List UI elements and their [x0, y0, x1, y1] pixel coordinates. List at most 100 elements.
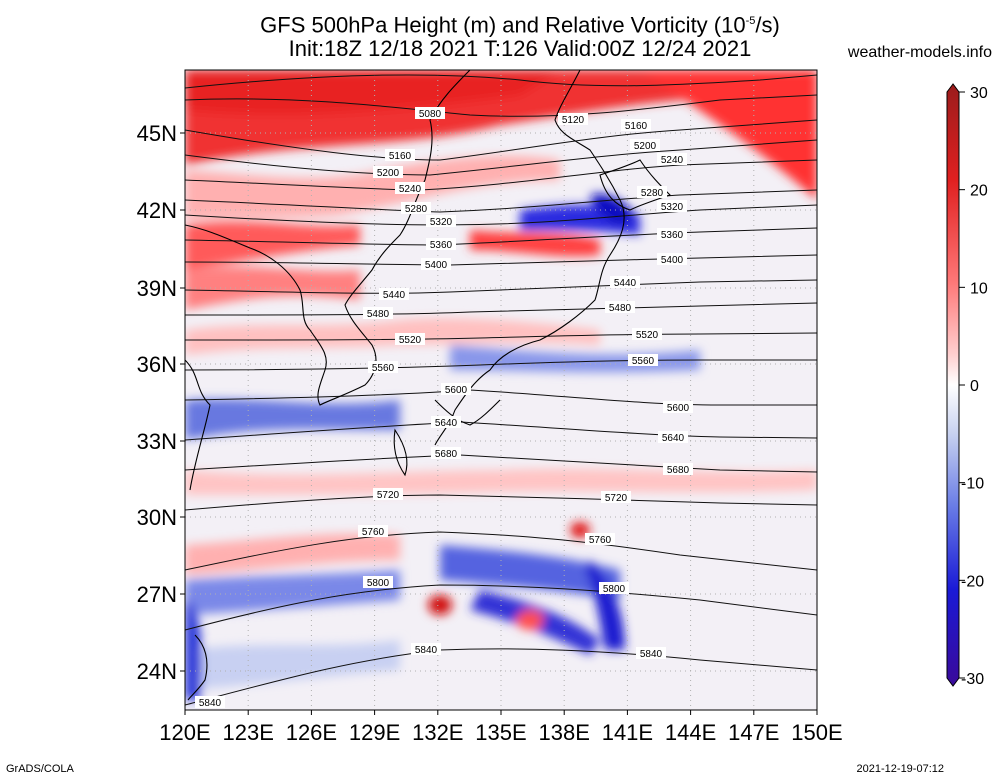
contour-label: 5840 [199, 698, 222, 709]
contour-label-bg [395, 333, 425, 345]
footer-software: GrADS/COLA [6, 763, 74, 775]
lon-tick-label: 150E [791, 720, 842, 745]
colorbar-tick-label: -20 [961, 573, 984, 590]
lat-axis-labels: 45N 42N 39N 36N 33N 30N 27N 24N [137, 121, 177, 684]
contour-label-bg [395, 182, 425, 194]
contour-label-bg [401, 202, 431, 214]
contour-label-bg [630, 139, 660, 151]
contour-label: 5800 [367, 578, 390, 589]
contour-label-bg [628, 354, 658, 366]
contour-label: 5840 [640, 649, 663, 660]
contour-label: 5560 [372, 363, 395, 374]
contour-label: 5120 [562, 115, 585, 126]
contour-label: 5680 [435, 449, 458, 460]
contour-label: 5160 [389, 151, 412, 162]
colorbar: 30 20 10 0 -10 -20 -30 [946, 83, 988, 688]
contour-label-bg [601, 491, 631, 503]
contour-label: 5240 [399, 184, 422, 195]
lat-tick-label: 36N [137, 352, 177, 377]
contour-label-bg [368, 361, 398, 373]
contour-label-bg [431, 416, 461, 428]
contour-label-bg [426, 238, 456, 250]
lon-tick-label: 144E [665, 720, 716, 745]
contour-label-bg [605, 301, 635, 313]
lat-tick-label: 39N [137, 276, 177, 301]
contour-label-bg [426, 215, 456, 227]
lon-axis-labels: 120E 123E 126E 129E 132E 135E 138E 141E 144E 147E… [159, 720, 842, 745]
colorbar-tick-label: 20 [970, 183, 988, 200]
contour-label-bg [441, 383, 471, 395]
footer-timestamp: 2021-12-19-07:12 [856, 763, 944, 775]
contour-label: 5760 [589, 535, 612, 546]
title-unit-end: /s) [755, 12, 780, 38]
contour-label: 5760 [362, 527, 385, 538]
contour-label: 5080 [419, 109, 442, 120]
contour-label: 5640 [662, 433, 685, 444]
contour-label: 5720 [377, 490, 400, 501]
contour-label-bg [363, 307, 393, 319]
lon-tick-label: 141E [602, 720, 653, 745]
contour-label-bg [599, 582, 629, 594]
colorbar-tick-label: 0 [970, 378, 979, 395]
contour-label-bg [663, 401, 693, 413]
contour-label-bg [373, 488, 403, 500]
contour-label-bg [657, 228, 687, 240]
contour-label: 5720 [605, 493, 628, 504]
contour-label: 5400 [425, 260, 448, 271]
contour-label: 5320 [430, 217, 453, 228]
contour-label: 5400 [661, 255, 684, 266]
lat-tick-label: 27N [137, 582, 177, 607]
contour-label-bg [663, 463, 693, 475]
contour-label: 5560 [632, 356, 655, 367]
lat-tick-label: 24N [137, 659, 177, 684]
site-credit: weather-models.info [847, 44, 992, 61]
contour-label-bg [195, 696, 225, 708]
contour-label-bg [637, 186, 667, 198]
contour-label-bg [658, 431, 688, 443]
contour-label-bg [385, 149, 415, 161]
lon-tick-label: 126E [286, 720, 337, 745]
lon-tick-label: 138E [539, 720, 590, 745]
contour-label: 5480 [367, 309, 390, 320]
colorbar-tick-label: 10 [970, 280, 988, 297]
contour-label: 5320 [661, 202, 684, 213]
lat-tick-label: 33N [137, 429, 177, 454]
contour-label-bg [421, 258, 451, 270]
lat-tick-label: 30N [137, 505, 177, 530]
contour-label-bg [636, 647, 666, 659]
contour-labels: 5080 5120 5160 5160 5200 5200 5240 5240 5280 5280… [195, 107, 693, 709]
contour-label: 5200 [377, 168, 400, 179]
contour-label-bg [657, 253, 687, 265]
lat-tick-label: 45N [137, 121, 177, 146]
title-superscript: -5 [745, 15, 756, 27]
lon-tick-label: 132E [412, 720, 463, 745]
contour-label-bg [363, 576, 393, 588]
lon-tick-label: 120E [159, 720, 210, 745]
contour-label-bg [610, 276, 640, 288]
lon-tick-label: 147E [728, 720, 779, 745]
contour-label: 5280 [405, 204, 428, 215]
contour-label: 5440 [383, 290, 406, 301]
colorbar-tick-label: 30 [970, 85, 988, 102]
contour-label: 5520 [636, 330, 659, 341]
contour-label: 5800 [603, 584, 626, 595]
contour-label: 5360 [661, 230, 684, 241]
contour-label-bg [585, 533, 615, 545]
contour-label-bg [373, 166, 403, 178]
axis-ticks [180, 132, 818, 715]
contour-label: 5680 [667, 465, 690, 476]
contour-label: 5600 [667, 403, 690, 414]
contour-label: 5480 [609, 303, 632, 314]
contour-label: 5640 [435, 418, 458, 429]
chart-title-line1: GFS 500hPa Height (m) and Relative Vorti… [120, 8, 920, 38]
contour-label-bg [431, 447, 461, 459]
contour-label: 5840 [415, 645, 438, 656]
contour-label-bg [632, 328, 662, 340]
title-text: GFS 500hPa Height (m) and Relative Vorti… [260, 12, 746, 38]
lat-tick-label: 42N [137, 198, 177, 223]
contour-label-bg [379, 288, 409, 300]
lon-tick-label: 129E [349, 720, 400, 745]
contour-label-bg [657, 153, 687, 165]
contour-label-bg [558, 113, 588, 125]
